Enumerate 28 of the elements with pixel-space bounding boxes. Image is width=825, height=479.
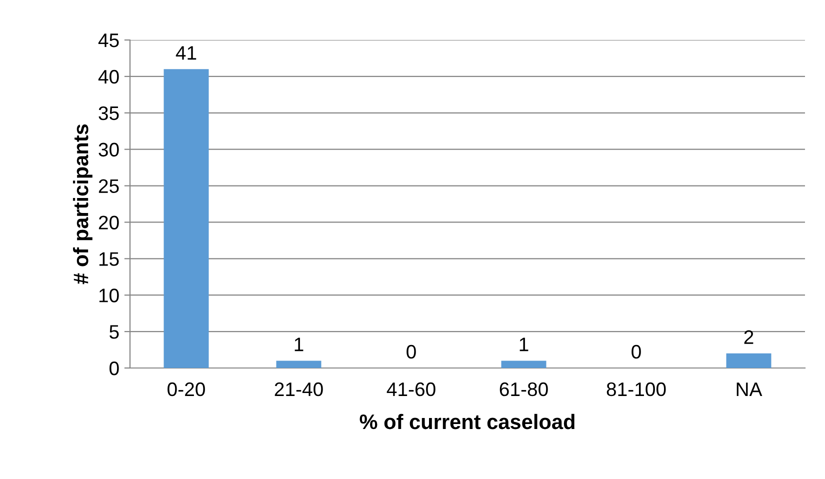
data-label: 2 <box>744 330 754 344</box>
bar <box>276 360 322 368</box>
data-label: 0 <box>632 344 641 359</box>
x-tick-label: 0-20 <box>168 382 205 396</box>
data-label: 41 <box>176 46 196 60</box>
y-tick-label: 5 <box>110 325 119 339</box>
y-tick-label: 40 <box>98 70 119 84</box>
data-label: 1 <box>294 338 304 352</box>
data-label: 1 <box>520 338 528 352</box>
bar <box>501 360 546 368</box>
y-tick-label: 25 <box>98 179 119 194</box>
y-tick-label: 15 <box>99 252 119 266</box>
x-axis-title: % of current caseload <box>360 414 574 430</box>
bar <box>164 69 209 368</box>
x-tick-label: 81-100 <box>606 382 666 396</box>
y-tick-label: 20 <box>98 216 119 230</box>
data-label: 0 <box>406 344 416 359</box>
bar <box>726 353 772 368</box>
y-tick-label: 10 <box>99 288 119 302</box>
y-tick-label: 45 <box>98 34 119 48</box>
x-tick-label: NA <box>736 382 762 396</box>
y-axis-title: # of participants <box>72 124 92 284</box>
x-tick-label: 41-60 <box>386 382 436 396</box>
x-tick-label: 21-40 <box>274 382 323 396</box>
x-tick-label: 61-80 <box>500 382 548 396</box>
y-tick-label: 30 <box>98 142 119 157</box>
y-tick-label: 35 <box>98 106 119 120</box>
y-tick-label: 0 <box>110 361 119 376</box>
